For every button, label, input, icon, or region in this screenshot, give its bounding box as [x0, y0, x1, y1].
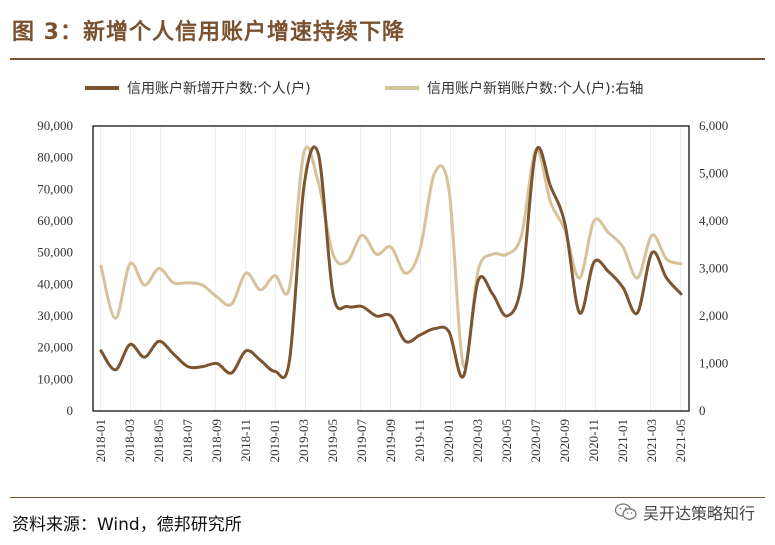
y-left-tick-label: 0: [67, 403, 74, 418]
y-right-tick-label: 3,000: [699, 261, 728, 276]
gridline-2018-09: [215, 126, 219, 411]
footer-divider: [10, 497, 765, 498]
x-tick-label: 2018-01: [93, 419, 108, 462]
x-tick-label: 2018-05: [151, 419, 166, 462]
x-tick-label: 2021-05: [673, 419, 688, 462]
x-tick-label: 2021-01: [615, 419, 630, 462]
y-left-tick-label: 90,000: [37, 118, 73, 133]
gridline-2018-03: [128, 126, 132, 411]
x-tick-label: 2021-03: [644, 419, 659, 462]
y-right-tick-label: 1,000: [699, 356, 728, 371]
y-left-tick-label: 20,000: [37, 340, 73, 355]
gridline-2020-05: [505, 126, 509, 411]
plot-frame: [92, 125, 690, 412]
y-right-tick-label: 4,000: [699, 213, 728, 228]
y-left-tick-label: 80,000: [37, 150, 73, 165]
x-tick-label: 2018-11: [238, 419, 253, 462]
x-tick-label: 2020-11: [586, 419, 601, 462]
wechat-icon: [614, 503, 637, 520]
series-layer: [99, 145, 683, 379]
figure-title: 图 3：新增个人信用账户增速持续下降: [12, 20, 405, 45]
x-tick-label: 2020-03: [470, 419, 485, 462]
x-tick-label: 2019-09: [383, 419, 398, 462]
x-tick-label: 2018-03: [122, 419, 137, 462]
watermark-text: 吴开达策略知行: [642, 504, 755, 523]
gridline-2020-11: [592, 126, 596, 411]
chart-legend: 信用账户新增开户数:个人(户) 信用账户新销账户数:个人(户):右轴: [85, 80, 643, 97]
watermark: 吴开达策略知行: [614, 500, 755, 524]
gridline-2019-03: [302, 126, 306, 411]
gridline-2019-09: [389, 126, 393, 411]
x-tick-label: 2018-07: [180, 419, 195, 463]
source-note: 资料来源：Wind，德邦研究所: [12, 515, 242, 535]
legend-closed-accounts-label: 信用账户新销账户数:个人(户):右轴: [427, 80, 643, 97]
x-tick-label: 2019-05: [325, 419, 340, 462]
x-tick-label: 2019-03: [296, 419, 311, 462]
y-left-tick-label: 10,000: [37, 371, 73, 386]
gridline-2019-07: [360, 126, 364, 411]
x-tick-label: 2019-01: [267, 419, 282, 462]
x-tick-label: 2019-07: [354, 419, 369, 463]
chart-axes: [92, 125, 690, 412]
series-line-new-accounts: [99, 145, 683, 379]
gridline-2020-09: [563, 126, 567, 411]
y-left-tick-label: 70,000: [37, 181, 73, 196]
vertical-gridlines: [99, 126, 683, 411]
y-left-tick-label: 40,000: [37, 276, 73, 291]
x-tick-label: 2018-09: [209, 419, 224, 462]
x-tick-label: 2020-01: [441, 419, 456, 462]
y-right-tick-label: 5,000: [699, 166, 728, 181]
gridline-2021-05: [679, 126, 683, 411]
x-tick-label: 2020-09: [557, 419, 572, 462]
x-tick-label: 2020-07: [528, 419, 543, 463]
gridline-2021-03: [650, 126, 654, 411]
y-right-tick-label: 0: [699, 403, 706, 418]
tick-labels: 0 10,000 20,000 30,000 40,000 50,000 60,000 70,…: [37, 118, 728, 462]
y-right-tick-label: 2,000: [699, 308, 728, 323]
y-right-tick-label: 6,000: [699, 118, 728, 133]
gridline-2020-01: [447, 126, 451, 411]
gridline-2018-07: [186, 126, 190, 411]
gridline-2019-01: [273, 126, 277, 411]
y-left-tick-label: 60,000: [37, 213, 73, 228]
x-tick-label: 2019-11: [412, 419, 427, 462]
y-left-tick-label: 30,000: [37, 308, 73, 323]
gridline-2021-01: [621, 126, 625, 411]
title-divider: [10, 58, 765, 60]
gridline-2018-11: [244, 126, 248, 411]
x-tick-label: 2020-05: [499, 419, 514, 462]
y-left-tick-label: 50,000: [37, 245, 73, 260]
series-line-closed-accounts: [99, 145, 683, 369]
gridline-2019-11: [418, 126, 422, 411]
legend-new-accounts-label: 信用账户新增开户数:个人(户): [127, 80, 311, 97]
gridline-2019-05: [331, 126, 335, 411]
gridline-2020-07: [534, 126, 538, 411]
